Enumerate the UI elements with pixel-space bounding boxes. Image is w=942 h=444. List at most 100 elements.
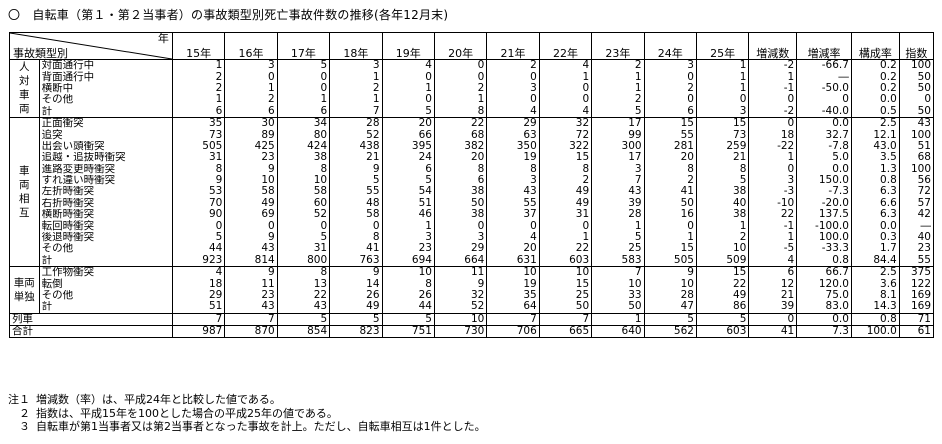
- cell-value: -10: [748, 197, 798, 210]
- cell-value: 15: [538, 278, 593, 290]
- cell-value: 38: [433, 186, 488, 198]
- cell-value: 987: [171, 324, 226, 339]
- cell-value: 28: [591, 209, 645, 221]
- cell-value: 665: [538, 324, 593, 339]
- cell-value: 509: [695, 254, 750, 268]
- cell-value: 2: [643, 174, 697, 187]
- cell-value: 17: [591, 152, 645, 164]
- cell-value: 631: [486, 254, 540, 268]
- note-key: ３: [8, 420, 30, 433]
- cell-value: 0: [538, 94, 593, 106]
- cell-value: 8: [538, 163, 593, 175]
- cell-value: 52: [329, 129, 383, 141]
- year-header: 19年: [381, 32, 435, 60]
- cell-value: 0: [748, 312, 798, 327]
- cell-value: 14: [329, 278, 383, 290]
- cell-value: 44: [381, 301, 435, 314]
- cell-value: 10: [538, 266, 593, 279]
- cell-value: 73: [695, 129, 750, 141]
- cell-value: 0: [381, 71, 435, 83]
- row-label: 列車: [9, 312, 173, 327]
- cell-value: 8: [695, 163, 750, 175]
- row-label: 左折時衝突: [38, 186, 173, 198]
- cell-value: 8: [433, 163, 488, 175]
- note-line: ２ 指数は、平成15年を100とした場合の平成25年の値である。: [8, 407, 486, 421]
- cell-value: 1: [695, 71, 750, 83]
- cell-value: 0: [171, 220, 226, 232]
- cell-value: 562: [643, 324, 697, 339]
- cell-value: 3: [643, 59, 697, 72]
- cell-value: 5: [695, 174, 750, 187]
- cell-value: 640: [591, 324, 645, 339]
- row-label: 後退時衝突: [38, 231, 173, 244]
- cell-value: 1: [381, 220, 435, 232]
- cell-value: 6: [171, 105, 226, 118]
- cell-value: 50: [898, 105, 935, 118]
- cell-value: 3: [486, 82, 540, 95]
- cell-value: 0: [276, 71, 331, 83]
- cell-value: -50.0: [796, 82, 852, 95]
- cell-value: -1: [748, 82, 798, 95]
- cell-value: 43.0: [850, 140, 900, 153]
- cell-value: 1: [381, 82, 435, 95]
- cell-value: 50: [538, 301, 593, 314]
- cell-value: 2: [329, 82, 383, 95]
- row-label: 工作物衝突: [38, 266, 173, 279]
- cell-value: 122: [898, 278, 935, 290]
- cell-value: 31: [276, 243, 331, 255]
- cell-value: 1: [171, 59, 226, 72]
- cell-value: 0.8: [796, 254, 852, 268]
- cell-value: 70: [171, 197, 226, 210]
- cell-value: 1: [276, 94, 331, 106]
- table-row: 車両相互正面衝突 35 30 34 28 20 22 29 32 17 15 15 0 0.0 2.5 43: [9, 116, 935, 268]
- cell-value: 6: [224, 105, 278, 118]
- group-label: 車両 単独: [9, 266, 40, 314]
- cell-value: 4: [171, 266, 226, 279]
- cell-value: 22: [695, 278, 750, 290]
- cell-value: 10: [695, 243, 750, 255]
- cell-value: 69: [224, 209, 278, 221]
- cell-value: 0.2: [850, 71, 900, 83]
- row-label: 計: [38, 105, 173, 118]
- cell-value: 55: [486, 197, 540, 210]
- year-header: 15年: [171, 32, 226, 60]
- cell-value: 5: [695, 312, 750, 327]
- cell-value: 3: [748, 174, 798, 187]
- page-title: 〇 自転車（第１・第２当事者）の事故類型別死亡事故件数の推移(各年12月末): [8, 8, 449, 22]
- table-row: 出会い頭衝突 505 425 424 438 395 382 350 322 300 281 259-…: [10, 140, 935, 153]
- cell-value: 75.0: [796, 289, 852, 302]
- cell-value: -100.0: [796, 220, 852, 232]
- cell-value: 5: [381, 312, 435, 327]
- cell-value: 870: [224, 324, 278, 339]
- cell-value: 0: [486, 94, 540, 106]
- cell-value: 63: [486, 129, 540, 141]
- stat-header: 指数: [898, 32, 935, 60]
- cell-value: 41: [748, 324, 798, 339]
- cell-value: 395: [381, 140, 435, 153]
- cell-value: 814: [224, 254, 278, 268]
- table-row: 追越・追抜時衝突 31 23 38 21 24 20 19 15 17 20 21 1 5.0 3.5 68: [10, 152, 935, 164]
- cell-value: 31: [171, 152, 226, 164]
- cell-value: 3: [486, 174, 540, 187]
- cell-value: 0: [748, 94, 798, 106]
- cell-value: 19: [486, 152, 540, 164]
- row-label: 転回時衝突: [38, 220, 173, 232]
- cell-value: 28: [329, 116, 383, 130]
- cell-value: ―: [898, 220, 935, 232]
- cell-value: 100: [898, 59, 935, 72]
- cell-value: 2: [171, 82, 226, 95]
- cell-value: 100: [898, 163, 935, 175]
- cell-value: 0: [538, 220, 593, 232]
- cell-value: 8: [329, 231, 383, 244]
- row-label: 計: [38, 301, 173, 314]
- year-header: 23年: [591, 32, 645, 60]
- cell-value: 4: [381, 59, 435, 72]
- cell-value: 64: [486, 301, 540, 314]
- cell-value: 58: [276, 186, 331, 198]
- cell-value: 9: [329, 163, 383, 175]
- cell-value: 5: [591, 105, 645, 118]
- cell-value: -2: [748, 105, 798, 118]
- row-label: 正面衝突: [38, 116, 173, 130]
- cell-value: 68: [433, 129, 488, 141]
- row-label: 進路変更時衝突: [38, 163, 173, 175]
